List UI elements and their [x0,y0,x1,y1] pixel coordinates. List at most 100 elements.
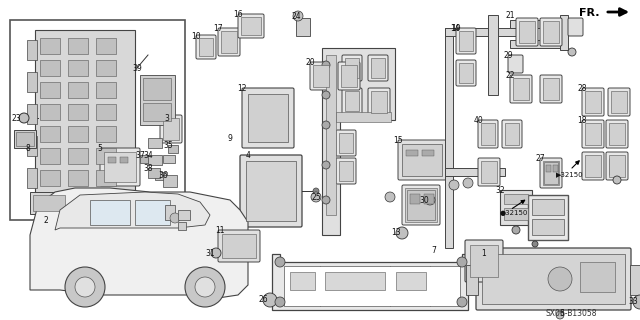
FancyBboxPatch shape [456,60,476,86]
Text: 25: 25 [311,193,321,202]
Circle shape [457,297,467,307]
FancyBboxPatch shape [510,75,532,103]
Bar [168,145,178,153]
Circle shape [425,195,435,205]
Bar [140,75,175,125]
Bar [580,262,615,292]
Bar [40,104,60,120]
Circle shape [385,192,395,202]
Bar [96,148,116,164]
Circle shape [185,267,225,307]
Bar [135,200,170,225]
Circle shape [313,188,319,194]
Text: 6: 6 [559,308,564,317]
Bar [313,65,329,87]
Polygon shape [55,192,210,230]
Text: 9: 9 [228,133,232,142]
Text: 19: 19 [451,23,461,33]
Bar [519,21,535,43]
Text: SX03-B13058: SX03-B13058 [545,308,596,317]
Circle shape [556,311,564,319]
Bar [488,15,498,95]
Text: 20: 20 [305,58,315,67]
Bar [544,162,558,184]
Bar [155,172,167,180]
FancyBboxPatch shape [310,62,332,90]
Bar [345,91,359,111]
FancyBboxPatch shape [606,120,628,148]
Bar [466,265,478,295]
Circle shape [322,196,330,204]
Bar [96,126,116,142]
Text: 27: 27 [535,154,545,163]
Text: 2: 2 [44,215,49,225]
Text: FR.: FR. [579,8,600,18]
Circle shape [195,277,215,297]
Bar [120,157,128,163]
FancyBboxPatch shape [196,35,216,59]
Text: 39: 39 [132,63,142,73]
FancyBboxPatch shape [465,240,503,282]
Circle shape [211,248,221,258]
Bar [325,272,385,290]
Bar [532,219,564,235]
Bar [585,123,601,145]
Circle shape [568,48,576,56]
Circle shape [548,267,572,291]
Bar [221,31,237,53]
Bar [543,161,559,185]
FancyBboxPatch shape [398,140,446,180]
Bar [143,78,171,100]
Bar [30,192,68,214]
Bar [163,175,177,187]
Circle shape [322,91,330,99]
Bar [27,40,37,60]
Text: 34: 34 [143,150,153,159]
Text: 26: 26 [258,295,268,305]
Bar [339,133,353,153]
Circle shape [170,213,180,223]
Bar [553,165,558,172]
Circle shape [275,257,285,267]
Text: 1: 1 [482,249,486,258]
FancyBboxPatch shape [502,120,522,148]
Text: 3: 3 [164,114,170,123]
FancyBboxPatch shape [582,120,604,148]
Bar [68,170,88,186]
Bar [68,82,88,98]
Bar [68,38,88,54]
Bar [163,155,175,163]
Bar [371,58,385,78]
Bar [445,28,453,248]
Bar [482,254,625,304]
Bar [68,60,88,76]
Text: 32: 32 [495,186,505,195]
FancyBboxPatch shape [582,88,604,116]
Bar [90,200,130,225]
Bar [246,161,296,221]
Text: 12: 12 [237,84,247,92]
Bar [290,272,315,290]
Bar [108,157,116,163]
Bar [40,126,60,142]
Text: 16: 16 [233,10,243,19]
FancyBboxPatch shape [342,88,362,114]
Bar [481,161,497,183]
Circle shape [263,293,277,307]
FancyBboxPatch shape [338,62,360,90]
Bar [345,58,359,78]
Circle shape [75,277,95,297]
Bar [148,168,160,178]
Bar [68,148,88,164]
FancyBboxPatch shape [402,185,440,225]
Bar [504,194,528,204]
Bar [424,194,434,204]
Text: 14: 14 [450,23,460,33]
Bar [422,150,434,156]
Bar [459,31,473,51]
Circle shape [322,121,330,129]
FancyBboxPatch shape [336,130,356,156]
FancyBboxPatch shape [100,148,140,186]
FancyBboxPatch shape [568,18,583,36]
FancyBboxPatch shape [476,248,631,310]
